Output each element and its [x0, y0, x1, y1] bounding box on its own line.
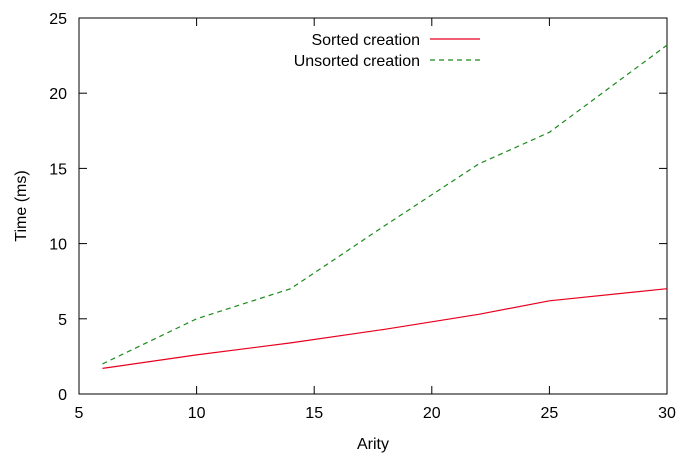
x-axis-label: Arity — [357, 436, 389, 453]
series-line-1 — [102, 44, 668, 365]
y-tick-label: 0 — [58, 387, 67, 404]
y-tick-label: 10 — [49, 237, 67, 254]
series-line-0 — [102, 288, 668, 369]
y-axis-label: Time (ms) — [13, 170, 30, 241]
x-tick-label: 10 — [188, 405, 206, 422]
legend-label-1: Unsorted creation — [294, 53, 420, 70]
x-tick-label: 30 — [658, 405, 676, 422]
plot-frame — [78, 17, 668, 395]
x-tick-label: 25 — [541, 405, 559, 422]
y-tick-label: 20 — [49, 86, 67, 103]
y-tick-label: 5 — [58, 312, 67, 329]
legend: Sorted creation Unsorted creation — [294, 32, 480, 70]
y-tick-label: 25 — [49, 11, 67, 28]
series-lines — [102, 44, 668, 369]
legend-label-0: Sorted creation — [311, 32, 420, 49]
x-tick-label: 5 — [75, 405, 84, 422]
x-tick-label: 15 — [305, 405, 323, 422]
x-tick-label: 20 — [423, 405, 441, 422]
y-tick-label: 15 — [49, 161, 67, 178]
